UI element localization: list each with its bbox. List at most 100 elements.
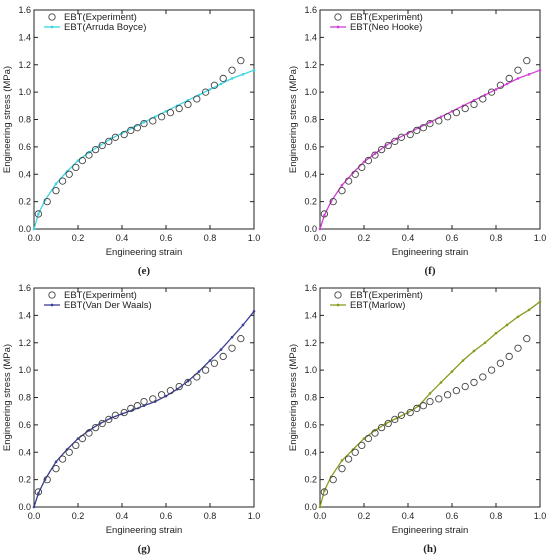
model-marker: [153, 115, 157, 119]
experiment-point: [78, 156, 87, 165]
legend-label-model: EBT(Marlow): [350, 300, 405, 311]
y-tick-label: 0.4: [18, 169, 31, 179]
plot-frame: [33, 9, 255, 230]
model-marker: [362, 437, 366, 440]
y-axis-label: Engineering stress (MPa): [288, 344, 299, 451]
model-marker: [197, 93, 201, 97]
experiment-point: [377, 423, 386, 432]
experiment-point: [140, 397, 148, 406]
model-marker: [494, 88, 498, 91]
y-tick-label: 0.6: [18, 142, 31, 152]
model-marker: [318, 505, 322, 509]
model-marker: [527, 73, 531, 76]
x-tick-label: 0.6: [446, 511, 459, 521]
experiment-point: [193, 95, 201, 103]
experiment-point: [184, 378, 192, 387]
model-marker: [323, 489, 326, 492]
model-marker: [186, 379, 190, 383]
x-tick-label: 0.0: [28, 233, 41, 243]
x-tick-label: 1.0: [534, 511, 547, 521]
experiment-point: [413, 126, 421, 135]
model-marker: [516, 77, 520, 80]
y-tick-label: 1.4: [304, 32, 317, 42]
y-tick-label: 0.4: [304, 447, 317, 457]
legend-marker-experiment: [48, 291, 56, 299]
experiment-point: [85, 429, 93, 437]
experiment-point: [391, 415, 399, 424]
experiment-point: [237, 334, 245, 343]
experiment-point: [43, 197, 51, 206]
model-marker: [142, 120, 146, 124]
experiment-point: [149, 395, 157, 403]
panel-caption: (g): [138, 543, 151, 555]
experiment-point: [175, 104, 183, 113]
y-tick-label: 0.8: [18, 115, 31, 125]
experiment-point: [140, 119, 148, 128]
experiment-point: [461, 104, 469, 113]
y-tick-label: 0.8: [18, 393, 31, 403]
experiment-point: [133, 402, 142, 410]
legend-label-model: EBT(Arruda Boyce): [64, 22, 146, 33]
model-marker: [164, 394, 168, 398]
experiment-point: [166, 109, 175, 117]
y-tick-label: 0.2: [18, 197, 31, 207]
experiment-point: [72, 163, 80, 172]
y-tick-label: 0.4: [18, 447, 31, 457]
experiment-point: [85, 151, 93, 159]
experiment-point: [72, 441, 80, 450]
experiment-point: [78, 434, 87, 443]
model-marker: [505, 82, 509, 86]
x-axis-label: Engineering strain: [106, 525, 183, 536]
chart-panel-3: 0.0 0.2 0.4 0.6 0.8 1.0 0.0 0.2 0.4 0.6 0.8 1.0 1.2 1…: [288, 283, 546, 555]
chart-panel-1: 0.0 0.2 0.4 0.6 0.8 1.0 0.0 0.2 0.4 0.6 0.8 1.0 1.2 1…: [288, 5, 546, 277]
experiment-point: [65, 170, 73, 178]
y-tick-label: 0.0: [18, 502, 31, 512]
legend-label-experiment: EBT(Experiment): [64, 12, 137, 23]
experiment-point: [377, 145, 386, 154]
experiment-point: [237, 56, 245, 65]
y-tick-label: 1.2: [304, 338, 317, 348]
legend-marker-model: [336, 25, 340, 29]
experiment-point: [219, 74, 227, 83]
y-tick-label: 1.0: [18, 365, 31, 375]
x-tick-label: 0.2: [358, 511, 371, 521]
model-marker: [439, 381, 443, 384]
experiment-point: [184, 100, 192, 109]
y-tick-label: 1.4: [18, 32, 31, 42]
x-tick-label: 0.4: [402, 233, 415, 243]
experiment-point: [193, 373, 201, 381]
model-marker: [472, 349, 476, 353]
experiment-point: [505, 352, 513, 361]
y-tick-label: 1.0: [304, 365, 317, 375]
experiment-point: [406, 130, 414, 139]
experiment-point: [426, 119, 434, 128]
model-marker: [318, 227, 322, 231]
model-marker: [241, 323, 245, 327]
chart-panel-2: 0.0 0.2 0.4 0.6 0.8 1.0 0.0 0.2 0.4 0.6 0.8 1.0 1.2 1…: [2, 283, 260, 555]
panel-caption: (e): [138, 265, 151, 277]
model-marker: [362, 160, 366, 164]
experiment-point: [351, 170, 359, 178]
y-tick-label: 1.0: [18, 87, 31, 97]
experiment-point: [487, 88, 496, 96]
x-tick-label: 0.6: [446, 233, 459, 243]
experiment-point: [120, 130, 128, 139]
y-tick-label: 1.4: [18, 310, 31, 320]
model-marker: [340, 183, 344, 187]
y-tick-label: 1.6: [304, 283, 317, 293]
model-marker: [76, 159, 80, 162]
x-tick-label: 0.4: [116, 511, 129, 521]
panel-caption: (f): [425, 265, 436, 277]
experiment-point: [470, 100, 478, 109]
experiment-point: [157, 113, 166, 121]
experiment-point: [371, 151, 379, 159]
experiment-point: [320, 210, 329, 218]
experiment-point: [111, 411, 120, 419]
y-axis-label: Engineering stress (MPa): [288, 66, 299, 173]
model-marker: [230, 335, 234, 339]
model-marker: [483, 93, 487, 97]
model-marker: [538, 300, 542, 303]
model-marker: [37, 492, 40, 495]
experiment-point: [111, 133, 120, 141]
